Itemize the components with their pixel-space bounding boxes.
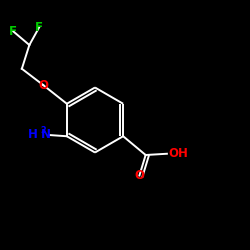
Text: O: O xyxy=(134,169,144,182)
Text: O: O xyxy=(38,78,48,92)
Text: F: F xyxy=(35,20,43,34)
Text: OH: OH xyxy=(168,147,188,160)
Text: 2: 2 xyxy=(40,126,46,135)
Text: H: H xyxy=(28,128,38,141)
Text: F: F xyxy=(9,25,17,38)
Text: N: N xyxy=(40,128,50,141)
